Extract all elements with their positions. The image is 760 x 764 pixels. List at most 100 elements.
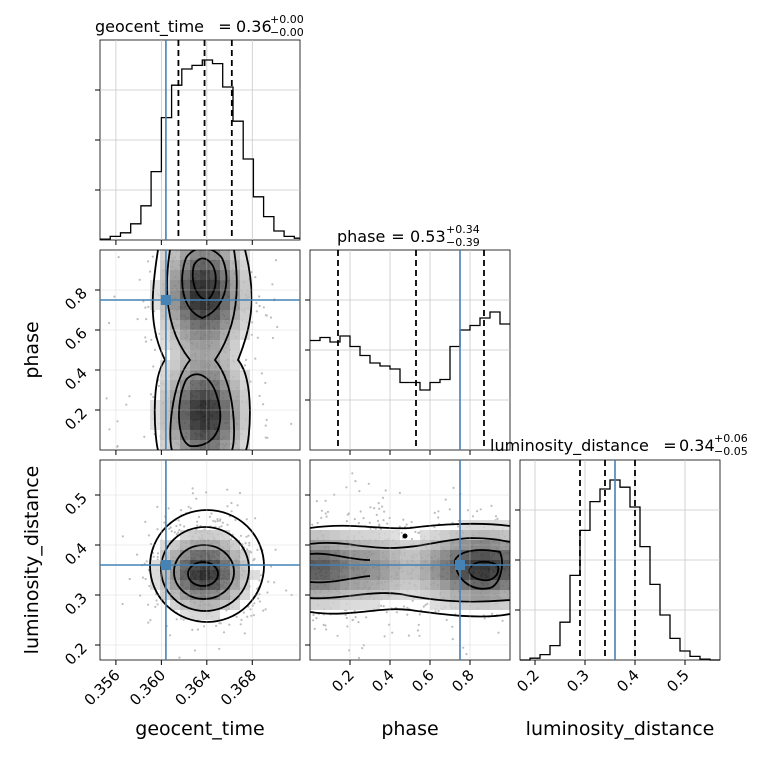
density-bin: [340, 600, 350, 610]
sample-point: [451, 625, 454, 628]
x-tick-label: 0.4: [368, 666, 398, 696]
density-bin: [380, 550, 390, 560]
sample-point: [373, 507, 376, 510]
density-bin: [180, 600, 190, 610]
density-bin: [240, 440, 250, 450]
density-bin: [200, 370, 210, 380]
x-tick-label: 0.6: [408, 666, 438, 696]
density-bin: [360, 600, 370, 610]
sample-point: [354, 480, 357, 483]
density-bins: [150, 250, 250, 450]
density-bin: [210, 600, 220, 610]
sample-point: [358, 490, 361, 493]
sample-point: [320, 509, 323, 512]
y-tick-label: 0.5: [61, 489, 91, 519]
density-bin: [200, 280, 210, 290]
sample-point: [113, 295, 116, 298]
density-bin: [430, 550, 440, 560]
title-geocent-time-name: geocent_time: [95, 17, 204, 37]
density-bin: [180, 330, 190, 340]
sample-point: [262, 403, 265, 406]
density-bin: [200, 380, 210, 390]
density-bin: [180, 350, 190, 360]
sample-point: [254, 517, 257, 520]
density-bin: [210, 360, 220, 370]
density-bin: [460, 580, 470, 590]
grid: [95, 40, 300, 240]
sample-point: [143, 435, 146, 438]
density-bin: [190, 440, 200, 450]
density-bin: [170, 310, 180, 320]
density-bin: [160, 340, 170, 350]
density-bin: [190, 380, 200, 390]
density-bin: [430, 530, 440, 540]
density-bin: [370, 530, 380, 540]
sample-point: [361, 647, 364, 650]
sample-point: [156, 552, 160, 555]
sample-point: [497, 631, 500, 634]
sample-point: [216, 519, 219, 523]
density-bin: [400, 580, 410, 590]
density-bin: [330, 580, 340, 590]
sample-point: [311, 619, 315, 622]
sample-point: [378, 507, 381, 510]
sample-point: [141, 576, 145, 579]
sample-point: [382, 605, 385, 608]
sample-point: [117, 256, 120, 259]
sample-point: [191, 492, 194, 495]
sample-point: [326, 510, 330, 513]
sample-point: [249, 608, 252, 611]
density-bin: [210, 400, 220, 410]
density-bin: [310, 600, 320, 610]
density-bin: [240, 410, 250, 420]
sample-point: [266, 436, 269, 439]
density-bin: [500, 550, 510, 560]
density-bin: [180, 440, 190, 450]
density-bin: [180, 430, 190, 440]
sample-point: [222, 631, 226, 634]
density-bin: [360, 580, 370, 590]
density-bin: [490, 570, 500, 580]
density-bin: [320, 580, 330, 590]
sample-point: [258, 600, 261, 603]
density-bin: [440, 550, 450, 560]
density-bin: [230, 440, 240, 450]
density-bin: [400, 550, 410, 560]
sample-point: [351, 618, 355, 621]
sample-point: [375, 513, 378, 517]
sample-point: [345, 520, 348, 523]
sample-point: [491, 612, 494, 615]
density-bin: [180, 410, 190, 420]
density-bin: [180, 580, 190, 590]
sample-point: [465, 653, 468, 656]
y-tick-label: 0.6: [61, 324, 91, 354]
sample-point: [145, 560, 148, 563]
sample-point: [266, 591, 269, 594]
sample-point: [243, 632, 246, 635]
sample-point: [496, 517, 499, 521]
density-bin: [310, 530, 320, 540]
density-bin: [200, 550, 210, 560]
sample-point: [400, 531, 403, 534]
axes: 0.356 0.360 0.364 0.368 0.2 0.4 0.6 0.8 0.2 0.3 0.…: [61, 240, 693, 709]
sample-point: [196, 520, 199, 523]
density-bin: [400, 570, 410, 580]
y-tick-label: 0.3: [61, 589, 91, 619]
density-bin: [370, 570, 380, 580]
sample-point: [324, 512, 327, 515]
sample-point: [357, 621, 360, 624]
sample-point: [177, 519, 180, 522]
sample-point: [147, 621, 150, 624]
density-bin: [240, 380, 250, 390]
sample-point: [177, 531, 180, 534]
title-luminosity-distance-eq: =: [663, 436, 676, 455]
density-bin: [180, 380, 190, 390]
sample-point: [471, 515, 475, 518]
sample-point: [346, 625, 349, 628]
density-bin: [220, 430, 230, 440]
panel-geocent-time-hist: geocent_time = 0.36 +0.00 −0.00: [95, 13, 304, 241]
sample-point: [193, 649, 196, 652]
density-bin: [170, 400, 180, 410]
grid: [100, 250, 300, 450]
density-bin: [200, 400, 210, 410]
